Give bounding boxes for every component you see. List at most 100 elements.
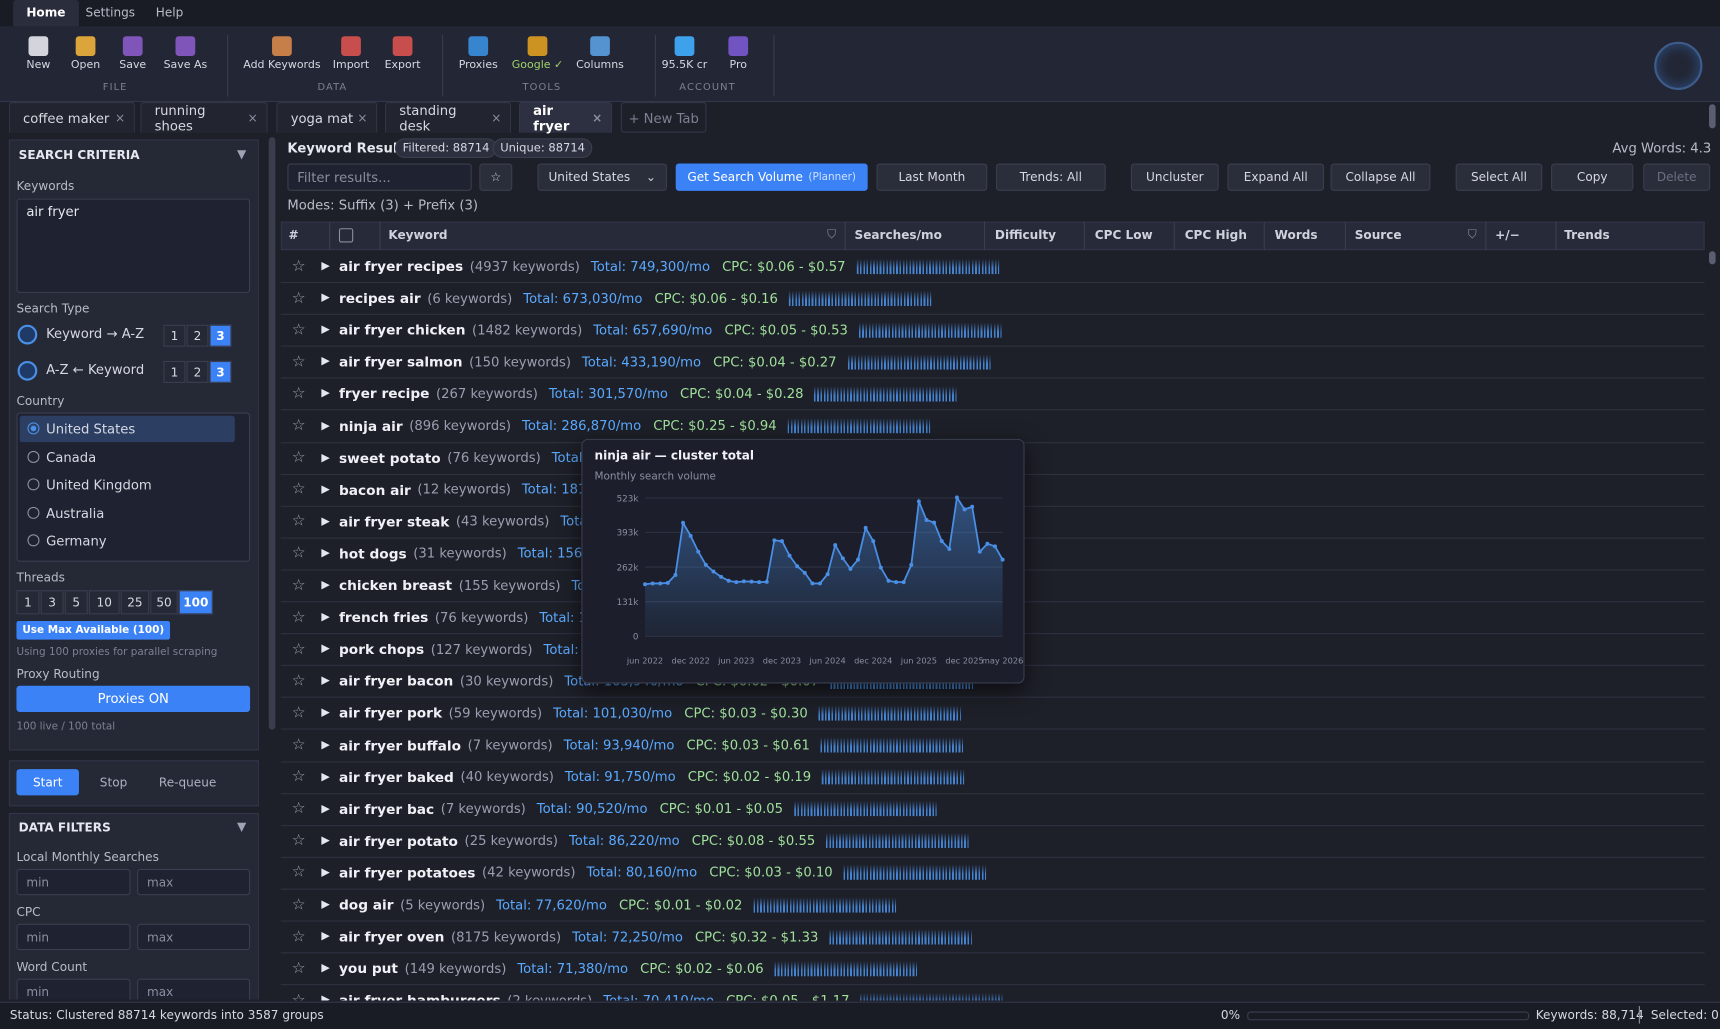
- star[interactable]: ☆: [291, 704, 306, 722]
- star[interactable]: ☆: [291, 480, 306, 499]
- toolbar-button[interactable]: Google ✓: [511, 59, 564, 72]
- country[interactable]: United Kingdom: [46, 477, 152, 493]
- min-input[interactable]: min: [16, 923, 131, 951]
- star[interactable]: ☆: [291, 927, 306, 946]
- expand[interactable]: ▶: [321, 898, 330, 911]
- tab-close[interactable]: ×: [592, 110, 603, 126]
- expand[interactable]: ▶: [321, 291, 330, 304]
- toolbar-action[interactable]: Select All: [1455, 163, 1543, 191]
- toolbar-button[interactable]: Open: [70, 59, 101, 72]
- star[interactable]: ☆: [291, 640, 306, 658]
- toolbar-button[interactable]: Save: [119, 59, 147, 72]
- tab-close[interactable]: ×: [357, 110, 368, 126]
- thread-button[interactable]: 25: [120, 590, 150, 615]
- keywords-input[interactable]: air fryer: [16, 198, 251, 293]
- expand[interactable]: ▶: [321, 802, 330, 815]
- star[interactable]: ☆: [291, 608, 306, 626]
- level-button[interactable]: 3: [209, 324, 232, 347]
- star[interactable]: ☆: [291, 863, 306, 882]
- thread-button[interactable]: 1: [16, 590, 40, 615]
- filter-icon[interactable]: ⛉: [827, 227, 837, 242]
- country[interactable]: Canada: [46, 449, 97, 465]
- star[interactable]: ☆: [291, 736, 306, 754]
- expand[interactable]: ▶: [321, 962, 330, 975]
- star[interactable]: ☆: [291, 576, 306, 595]
- expand[interactable]: ▶: [321, 547, 330, 560]
- column-header[interactable]: Words: [1274, 228, 1318, 243]
- action-button[interactable]: Stop: [99, 775, 128, 790]
- header-checkbox[interactable]: [338, 228, 354, 243]
- expand[interactable]: ▶: [321, 611, 330, 624]
- min-input[interactable]: min: [16, 868, 131, 896]
- collapse-icon[interactable]: ▼: [236, 819, 247, 834]
- star[interactable]: ☆: [291, 831, 306, 850]
- power-toggle[interactable]: [17, 360, 38, 381]
- thread-button[interactable]: 100: [178, 590, 213, 615]
- toolbar-action[interactable]: Collapse All: [1330, 163, 1431, 191]
- star[interactable]: ☆: [291, 257, 306, 275]
- max-input[interactable]: max: [137, 923, 251, 951]
- toolbar-action[interactable]: Uncluster: [1130, 163, 1219, 191]
- power-toggle[interactable]: [17, 324, 38, 345]
- doc-tab[interactable]: yoga mat ×: [276, 102, 378, 133]
- star-button[interactable]: ☆: [479, 163, 513, 191]
- expand[interactable]: ▶: [321, 515, 330, 528]
- tab-close[interactable]: ×: [247, 110, 258, 126]
- expand[interactable]: ▶: [321, 706, 330, 720]
- action-button[interactable]: Start: [16, 769, 79, 796]
- filter-input[interactable]: Filter results...: [287, 163, 472, 191]
- column-header[interactable]: CPC High: [1184, 228, 1247, 243]
- level-button[interactable]: 2: [186, 360, 209, 383]
- tab-close[interactable]: ×: [491, 110, 502, 126]
- column-header[interactable]: +/−: [1495, 228, 1520, 243]
- radio[interactable]: [27, 534, 40, 547]
- country[interactable]: United States: [46, 421, 136, 437]
- star[interactable]: ☆: [291, 289, 306, 307]
- period-select[interactable]: Last Month: [876, 163, 988, 191]
- expand[interactable]: ▶: [321, 260, 330, 273]
- star[interactable]: ☆: [291, 321, 306, 339]
- radio[interactable]: [27, 478, 40, 491]
- country[interactable]: Germany: [46, 533, 107, 549]
- tab-close[interactable]: ×: [114, 110, 126, 126]
- level-button[interactable]: 1: [163, 360, 186, 383]
- star[interactable]: ☆: [291, 799, 306, 818]
- star[interactable]: ☆: [291, 959, 306, 978]
- toolbar-action[interactable]: Delete: [1643, 163, 1711, 191]
- max-button[interactable]: Use Max Available (100): [16, 620, 171, 640]
- proxy-button[interactable]: Proxies ON: [16, 685, 251, 713]
- star[interactable]: ☆: [291, 448, 306, 467]
- column-header[interactable]: Trends: [1564, 228, 1610, 243]
- toolbar-button[interactable]: Pro: [729, 59, 747, 72]
- radio[interactable]: [27, 450, 40, 463]
- doc-tab[interactable]: running shoes ×: [140, 102, 268, 133]
- column-header[interactable]: Source: [1354, 228, 1402, 243]
- column-header[interactable]: Searches/mo: [854, 228, 942, 243]
- new-tab[interactable]: + New Tab: [620, 102, 707, 133]
- menu-tab[interactable]: Help: [155, 5, 184, 20]
- menu-tab[interactable]: Home: [13, 0, 79, 27]
- doc-tab[interactable]: coffee maker ×: [8, 102, 135, 133]
- radio[interactable]: [27, 506, 40, 519]
- expand[interactable]: ▶: [321, 419, 330, 432]
- expand[interactable]: ▶: [321, 770, 330, 783]
- toolbar-button[interactable]: 95.5K cr: [661, 59, 708, 72]
- star[interactable]: ☆: [291, 384, 306, 403]
- country-select[interactable]: United States ⌄: [537, 163, 667, 191]
- star[interactable]: ☆: [291, 991, 306, 1001]
- star[interactable]: ☆: [291, 512, 306, 531]
- toolbar-action[interactable]: Copy: [1551, 163, 1634, 191]
- expand[interactable]: ▶: [321, 930, 330, 943]
- toolbar-button[interactable]: Proxies: [458, 59, 498, 72]
- doc-tab[interactable]: standing desk ×: [385, 102, 512, 133]
- star[interactable]: ☆: [291, 353, 306, 371]
- doc-tab[interactable]: air fryer ×: [518, 102, 613, 133]
- column-header[interactable]: CPC Low: [1094, 228, 1153, 243]
- thread-button[interactable]: 5: [64, 590, 88, 615]
- expand[interactable]: ▶: [321, 579, 330, 592]
- star[interactable]: ☆: [291, 768, 306, 786]
- max-input[interactable]: max: [137, 978, 251, 1000]
- level-button[interactable]: 1: [163, 324, 186, 347]
- min-input[interactable]: min: [16, 978, 131, 1000]
- volume-button[interactable]: Get Search Volume (Planner): [675, 163, 868, 191]
